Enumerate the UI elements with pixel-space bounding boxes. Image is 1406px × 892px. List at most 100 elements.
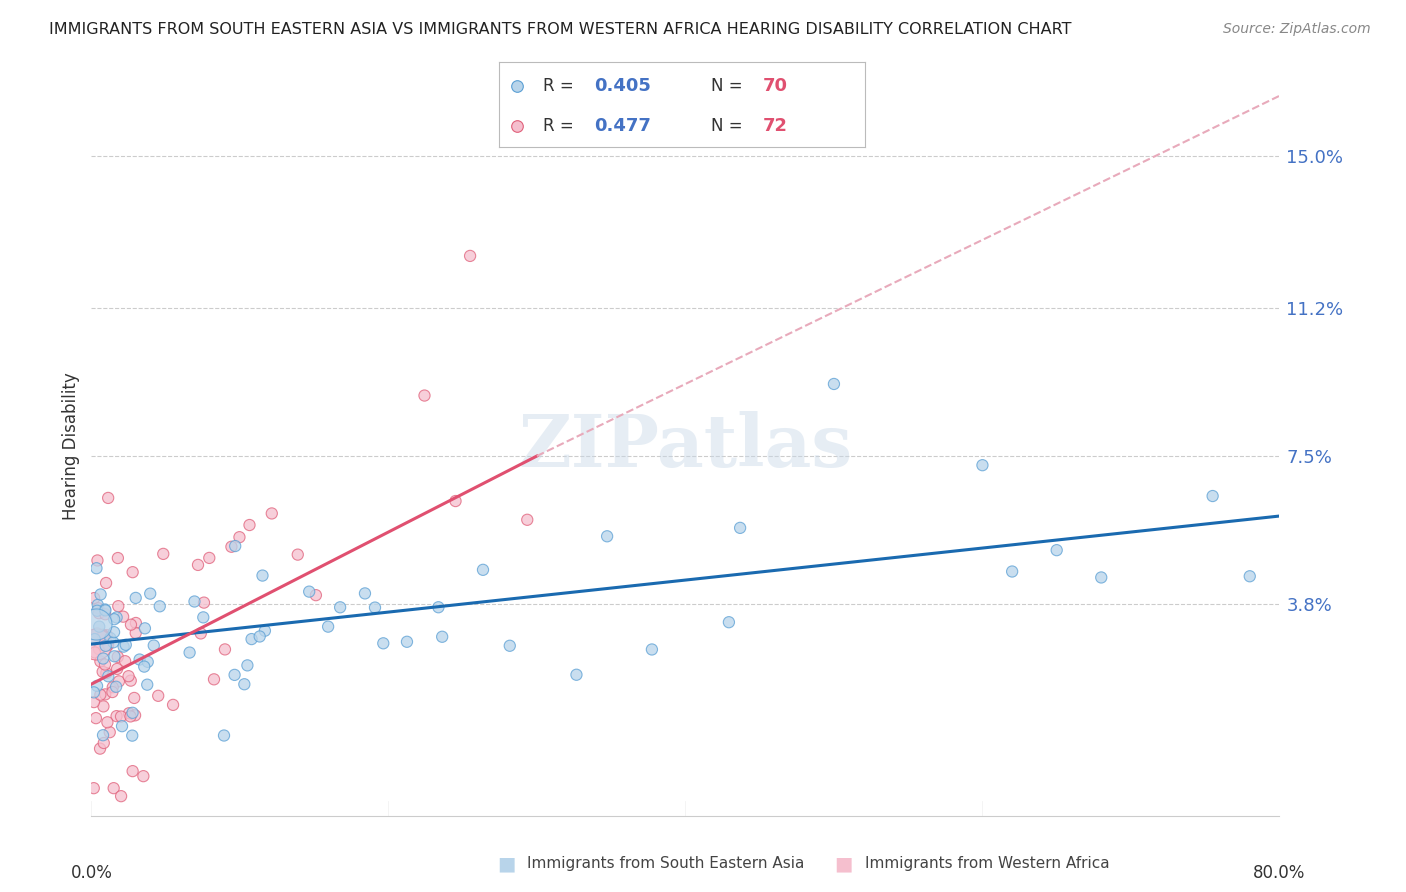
Point (89, 619, 111, 633)
Point (354, 586, 377, 600)
Point (236, 658, 259, 673)
Point (121, 706, 143, 720)
Point (252, 568, 274, 582)
Point (728, 521, 751, 535)
Point (444, 494, 467, 508)
Point (238, 518, 260, 533)
Point (90, 587, 112, 601)
Point (118, 706, 141, 721)
Point (110, 789, 132, 804)
Point (190, 626, 212, 640)
Text: Immigrants from Western Africa: Immigrants from Western Africa (865, 856, 1109, 871)
Point (89, 654, 111, 668)
Text: 80.0%: 80.0% (1253, 864, 1306, 882)
Point (91, 651, 114, 665)
Point (122, 690, 145, 705)
Text: 72: 72 (762, 117, 787, 135)
Text: 0.477: 0.477 (595, 117, 651, 135)
Point (373, 636, 395, 650)
Point (202, 673, 225, 687)
Point (149, 599, 172, 614)
Point (111, 719, 134, 733)
Point (364, 600, 387, 615)
Point (101, 685, 124, 699)
Text: R =: R = (543, 78, 579, 95)
Point (94, 639, 117, 653)
Point (93, 736, 115, 750)
Point (183, 594, 205, 608)
Point (413, 388, 436, 402)
Point (212, 729, 235, 743)
Point (84, 711, 107, 725)
Point (972, 458, 994, 473)
Point (96, 715, 118, 730)
Point (134, 621, 156, 635)
Point (86, 561, 108, 575)
Point (224, 539, 246, 553)
Point (260, 507, 283, 521)
Point (114, 654, 136, 668)
Point (1201, 489, 1223, 503)
Point (249, 630, 271, 644)
Point (228, 530, 250, 544)
Point (287, 548, 309, 562)
Point (107, 551, 129, 566)
Point (253, 624, 276, 638)
Point (120, 673, 142, 688)
Point (94, 576, 117, 591)
Point (316, 620, 339, 634)
Point (84, 617, 107, 632)
Point (83, 645, 105, 659)
Point (98, 631, 121, 645)
Point (298, 584, 321, 599)
Point (193, 596, 215, 610)
Point (121, 764, 143, 779)
Point (121, 565, 143, 579)
Point (94, 602, 117, 616)
Text: ■: ■ (496, 854, 516, 873)
Point (87, 642, 110, 657)
Point (94, 607, 117, 622)
Point (97, 491, 120, 505)
Text: Immigrants from South Eastern Asia: Immigrants from South Eastern Asia (527, 856, 804, 871)
Text: Source: ZipAtlas.com: Source: ZipAtlas.com (1223, 22, 1371, 37)
Point (125, 591, 148, 605)
Text: IMMIGRANTS FROM SOUTH EASTERN ASIA VS IMMIGRANTS FROM WESTERN AFRICA HEARING DIS: IMMIGRANTS FROM SOUTH EASTERN ASIA VS IM… (49, 22, 1071, 37)
Point (105, 709, 128, 723)
Point (1239, 569, 1261, 583)
Point (86, 604, 108, 618)
Point (198, 550, 221, 565)
Text: 0.405: 0.405 (595, 78, 651, 95)
Point (1046, 543, 1069, 558)
Point (94, 687, 117, 701)
Point (91, 665, 114, 679)
Point (427, 600, 450, 615)
Point (823, 376, 845, 391)
Point (105, 610, 128, 624)
Point (96, 666, 118, 681)
Point (124, 708, 146, 723)
Point (91, 629, 114, 643)
Point (596, 529, 619, 543)
Point (89, 688, 111, 702)
Text: ZIPatlas: ZIPatlas (519, 410, 852, 482)
Point (108, 674, 131, 689)
Point (221, 540, 243, 554)
Point (93, 699, 115, 714)
Point (305, 588, 328, 602)
Point (97, 638, 120, 652)
Point (136, 655, 159, 669)
Point (87, 598, 110, 612)
Text: R =: R = (543, 117, 579, 135)
Point (83, 632, 105, 646)
Point (214, 642, 236, 657)
Point (86, 553, 108, 567)
Point (94, 603, 117, 617)
Point (179, 646, 201, 660)
Text: 70: 70 (762, 78, 787, 95)
Point (430, 630, 453, 644)
Text: N =: N = (711, 117, 748, 135)
Point (152, 547, 174, 561)
Point (121, 729, 143, 743)
Point (193, 610, 215, 624)
